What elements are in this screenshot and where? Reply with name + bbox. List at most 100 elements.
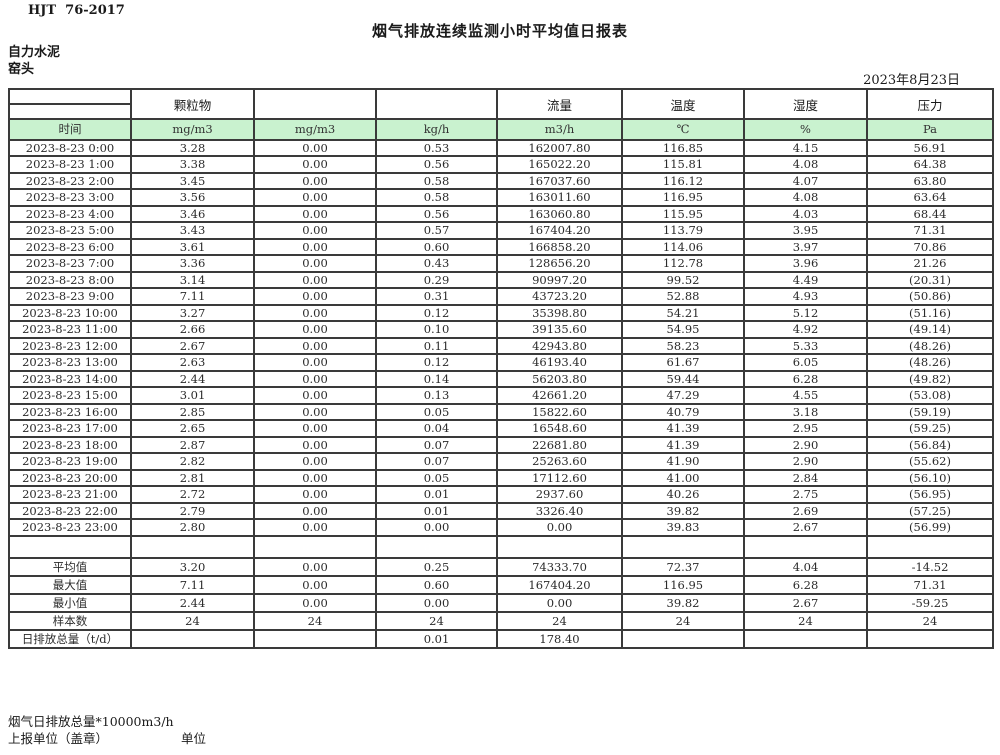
report-date: 2023年8月23日	[863, 73, 960, 88]
value-cell: 0.00	[253, 402, 377, 421]
table-row: 平均值 3.20 0.00 0.25 74333.70 72.37 4.04 -14.52	[8, 556, 994, 577]
value-cell: 2.81	[130, 468, 255, 487]
table-row: 2023-8-23 22:00 2.79 0.00 0.01 3326.40 39.82 2…	[8, 501, 994, 520]
table-row: 2023-8-23 6:00 3.61 0.00 0.60 166858.20 114.0…	[8, 237, 994, 256]
value-cell: 6.28	[743, 369, 868, 388]
time-cell: 2023-8-23 22:00	[8, 501, 132, 520]
time-cell: 2023-8-23 12:00	[8, 336, 132, 355]
value-cell: 0.56	[375, 204, 498, 223]
table-row: 2023-8-23 14:00 2.44 0.00 0.14 56203.80 59.44…	[8, 369, 994, 388]
value-cell: 2.72	[130, 485, 255, 504]
value-cell: 3.97	[743, 237, 868, 256]
value-cell: 56.91	[866, 138, 994, 157]
header-cell-empty	[253, 88, 377, 120]
value-cell: 0.53	[375, 138, 498, 157]
standard-code: HJT 76-2017	[28, 3, 125, 18]
value-cell	[130, 628, 255, 649]
value-cell: 3.01	[130, 386, 255, 405]
header-cell-empty-top	[8, 88, 132, 105]
value-cell: 0.00	[253, 188, 377, 207]
value-cell: (48.26)	[866, 336, 994, 355]
table-row: 2023-8-23 20:00 2.81 0.00 0.05 17112.60 41.00…	[8, 468, 994, 487]
table-row: 2023-8-23 11:00 2.66 0.00 0.10 39135.60 54.95…	[8, 320, 994, 339]
value-cell: 39.82	[621, 592, 745, 613]
value-cell: 2.80	[130, 518, 255, 537]
value-cell: 3326.40	[496, 501, 623, 520]
value-cell: 16548.60	[496, 419, 623, 438]
value-cell: 4.08	[743, 188, 868, 207]
stat-label-cell: 日排放总量（t/d）	[8, 628, 132, 649]
value-cell: (55.62)	[866, 452, 994, 471]
group-header-subrow	[8, 103, 993, 120]
value-cell: 41.39	[621, 435, 745, 454]
value-cell: 3.95	[743, 221, 868, 240]
time-cell: 2023-8-23 10:00	[8, 303, 132, 322]
value-cell: 0.00	[253, 138, 377, 157]
value-cell: 24	[866, 610, 994, 631]
unit-cell-mgm3: mg/m3	[253, 118, 377, 141]
value-cell: 6.05	[743, 353, 868, 372]
value-cell: 0.01	[375, 485, 498, 504]
value-cell: 128656.20	[496, 254, 623, 273]
time-cell: 2023-8-23 9:00	[8, 287, 132, 306]
report-unit-label: 上报单位（盖章）	[8, 731, 109, 746]
value-cell: 2.79	[130, 501, 255, 520]
time-cell: 2023-8-23 21:00	[8, 485, 132, 504]
value-cell: 3.56	[130, 188, 255, 207]
value-cell: 40.26	[621, 485, 745, 504]
time-cell: 2023-8-23 4:00	[8, 204, 132, 223]
value-cell: -14.52	[866, 556, 994, 577]
unit-cell-percent: %	[743, 118, 868, 141]
value-cell: 3.45	[130, 171, 255, 190]
value-cell: 0.00	[253, 485, 377, 504]
footer-note: 烟气日排放总量*10000m3/h	[8, 714, 174, 729]
value-cell: 0.00	[253, 419, 377, 438]
time-cell: 2023-8-23 5:00	[8, 221, 132, 240]
value-cell: 0.13	[375, 386, 498, 405]
time-cell: 2023-8-23 17:00	[8, 419, 132, 438]
table-row: 2023-8-23 8:00 3.14 0.00 0.29 90997.20 99.52 4…	[8, 270, 994, 289]
value-cell: 2.82	[130, 452, 255, 471]
value-cell: 4.08	[743, 155, 868, 174]
value-cell: 3.46	[130, 204, 255, 223]
time-cell: 2023-8-23 16:00	[8, 402, 132, 421]
value-cell: 41.39	[621, 419, 745, 438]
time-cell: 2023-8-23 3:00	[8, 188, 132, 207]
value-cell: 167404.20	[496, 574, 623, 595]
table-row: 2023-8-23 1:00 3.38 0.00 0.56 165022.20 115.8…	[8, 155, 994, 174]
value-cell: (51.16)	[866, 303, 994, 322]
time-cell: 2023-8-23 15:00	[8, 386, 132, 405]
value-cell: 0.00	[496, 518, 623, 537]
value-cell: 42661.20	[496, 386, 623, 405]
spacer-cell	[375, 534, 498, 559]
value-cell: 24	[621, 610, 745, 631]
table-row: 2023-8-23 12:00 2.67 0.00 0.11 42943.80 58.23…	[8, 336, 994, 355]
header-cell-empty	[375, 88, 498, 120]
value-cell: 162007.80	[496, 138, 623, 157]
spacer-row	[8, 534, 994, 559]
unit-cell-mgm3: mg/m3	[130, 118, 255, 141]
spacer-cell	[496, 534, 623, 559]
time-cell: 2023-8-23 1:00	[8, 155, 132, 174]
value-cell: 0.00	[253, 435, 377, 454]
value-cell: 0.00	[253, 592, 377, 613]
table-row: 2023-8-23 10:00 3.27 0.00 0.12 35398.80 54.21…	[8, 303, 994, 322]
value-cell: 2.85	[130, 402, 255, 421]
value-cell: 64.38	[866, 155, 994, 174]
value-cell: 0.12	[375, 353, 498, 372]
value-cell: 0.00	[253, 155, 377, 174]
value-cell: 41.90	[621, 452, 745, 471]
time-cell: 2023-8-23 0:00	[8, 138, 132, 157]
time-cell: 2023-8-23 19:00	[8, 452, 132, 471]
unit-cell-celsius: ℃	[621, 118, 745, 141]
value-cell: 116.12	[621, 171, 745, 190]
value-cell	[253, 628, 377, 649]
value-cell: 2.44	[130, 369, 255, 388]
value-cell: 2.44	[130, 592, 255, 613]
value-cell: 0.00	[253, 287, 377, 306]
value-cell: 2.69	[743, 501, 868, 520]
value-cell: 5.33	[743, 336, 868, 355]
report-table: 颗粒物 流量 温度 湿度 压力 时间 mg/m3 mg/m3 kg/h m3/h…	[8, 88, 994, 649]
value-cell: 116.85	[621, 138, 745, 157]
value-cell: 0.00	[253, 221, 377, 240]
